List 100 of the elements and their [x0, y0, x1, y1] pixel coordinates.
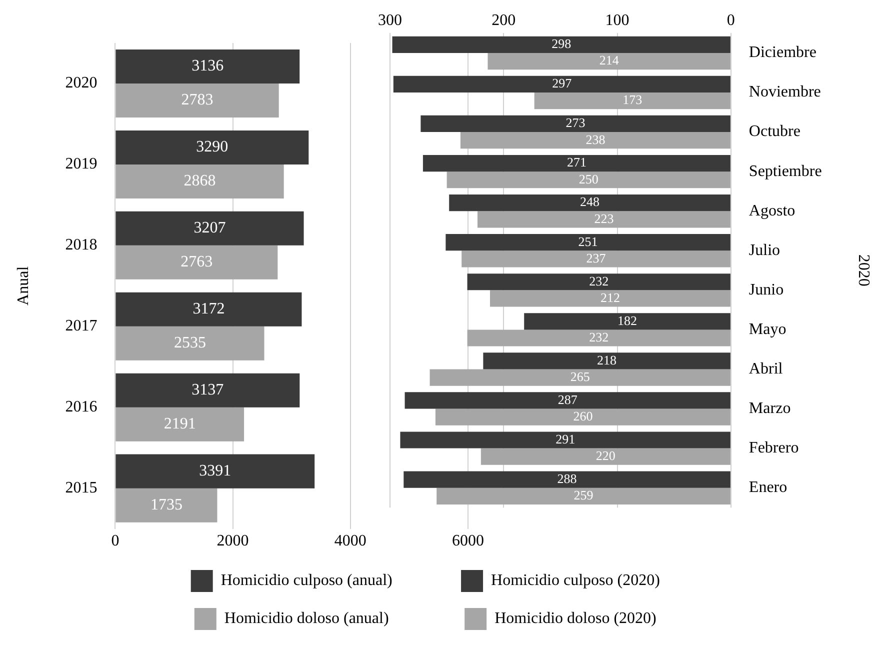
y-tick-label: Mayo — [748, 320, 786, 338]
data-label: 182 — [618, 312, 638, 328]
y-tick-label: 2017 — [65, 318, 98, 335]
bar — [467, 330, 730, 346]
y-tick-label: 2018 — [65, 236, 98, 254]
data-label: 248 — [580, 194, 600, 210]
x-tick-label: 2000 — [216, 532, 249, 550]
data-label: 298 — [552, 36, 572, 52]
data-label: 291 — [556, 431, 576, 446]
bar — [446, 234, 730, 251]
data-label: 2783 — [181, 92, 214, 109]
x2-tick-label: 0 — [726, 12, 735, 29]
data-label: 2535 — [174, 334, 206, 352]
x-tick-label: 0 — [111, 532, 120, 550]
bar — [116, 292, 302, 326]
legend-label: Homicidio doloso (2020) — [494, 610, 656, 628]
data-label: 260 — [573, 408, 593, 424]
bar — [490, 290, 730, 307]
bar — [116, 373, 300, 408]
y-tick-label: Marzo — [748, 400, 791, 417]
y-tick-label: Septiembre — [748, 162, 822, 180]
bar — [392, 36, 730, 53]
bar — [462, 250, 730, 268]
data-label: 3136 — [192, 58, 224, 75]
y-tick-label: Abril — [748, 360, 784, 378]
bar — [480, 448, 730, 465]
data-label: 2763 — [180, 254, 213, 271]
data-label: 1735 — [150, 496, 182, 514]
data-label: 2868 — [184, 172, 216, 190]
data-label: 297 — [552, 76, 572, 91]
y-tick-label: 2020 — [65, 74, 98, 92]
data-label: 173 — [622, 92, 642, 108]
y-tick-label: Diciembre — [748, 44, 816, 62]
x2-tick-label: 300 — [378, 12, 402, 29]
data-label: 3137 — [192, 382, 224, 399]
y-tick-label: Julio — [748, 242, 780, 259]
bar — [446, 172, 730, 188]
x-tick-label: 4000 — [334, 532, 366, 550]
data-label: 265 — [570, 368, 590, 384]
data-label: 232 — [589, 329, 609, 344]
data-label: 220 — [596, 448, 616, 464]
data-label: 232 — [589, 273, 609, 288]
data-label: 251 — [578, 234, 598, 249]
data-label: 3172 — [192, 300, 225, 318]
legend-label: Homicidio culposo (anual) — [220, 572, 392, 590]
data-label: 288 — [557, 470, 577, 486]
bar — [400, 432, 730, 448]
x-tick-label: 6000 — [452, 532, 484, 550]
y-tick-label: Febrero — [748, 440, 799, 457]
bar — [460, 132, 730, 149]
y-tick-label: Octubre — [748, 123, 800, 140]
y-tick-label: 2015 — [65, 480, 98, 497]
data-label: 3290 — [196, 138, 228, 156]
data-label: 223 — [594, 210, 614, 226]
y-tick-label: Enero — [748, 479, 788, 496]
y-tick-label: Agosto — [748, 202, 796, 220]
y-axis-title: Anual — [14, 266, 32, 306]
data-label: 238 — [586, 132, 606, 147]
y-tick-label: Noviembre — [748, 84, 821, 101]
bar — [116, 245, 278, 280]
bar — [116, 130, 309, 164]
y-tick-label: Junio — [748, 281, 784, 298]
y-tick-label: 2016 — [65, 398, 98, 416]
y2-axis-title: 2020 — [855, 254, 872, 286]
bar — [393, 76, 730, 92]
bar — [436, 488, 730, 504]
bar — [435, 408, 730, 426]
data-label: 259 — [574, 488, 594, 503]
data-label: 2191 — [164, 416, 196, 433]
data-label: 3207 — [194, 220, 226, 237]
bar — [116, 454, 315, 488]
bar — [404, 471, 730, 488]
legend-label: Homicidio doloso (anual) — [224, 610, 389, 628]
bar — [449, 194, 730, 212]
data-label: 212 — [600, 290, 620, 305]
bar — [483, 352, 730, 370]
data-label: 287 — [558, 392, 578, 407]
bar — [116, 488, 218, 522]
bar — [488, 52, 730, 70]
bar — [478, 211, 730, 228]
data-label: 250 — [578, 171, 598, 186]
y-tick-label: 2019 — [65, 156, 98, 173]
data-label: 3391 — [199, 462, 232, 480]
data-label: 237 — [586, 250, 606, 266]
bar — [430, 369, 730, 386]
data-label: 214 — [599, 52, 620, 68]
data-label: 271 — [566, 154, 586, 170]
bar — [524, 313, 730, 330]
bar — [116, 407, 244, 442]
bar — [116, 164, 284, 198]
x2-tick-label: 100 — [605, 12, 630, 29]
bar — [422, 154, 730, 172]
bar — [467, 274, 730, 290]
bar — [116, 211, 304, 246]
data-label: 273 — [566, 115, 586, 130]
data-label: 218 — [597, 352, 617, 368]
bar — [116, 49, 300, 84]
bar — [116, 83, 279, 118]
x2-tick-label: 200 — [492, 12, 516, 29]
bar — [420, 115, 730, 132]
